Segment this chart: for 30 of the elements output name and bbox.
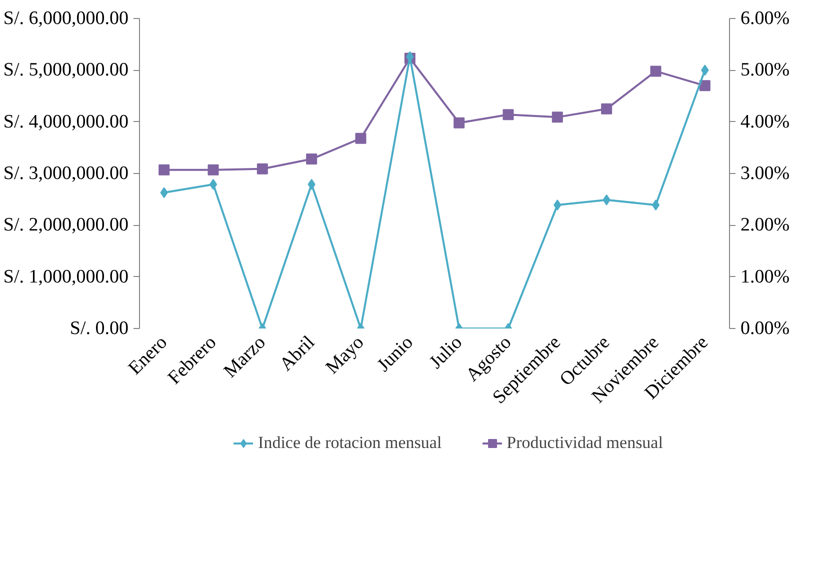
y-tick-label: S/. 5,000,000.00: [3, 60, 129, 81]
legend-label: Productividad mensual: [506, 433, 663, 453]
y2-tick-label: 2.00%: [740, 214, 790, 236]
y2-tick-label: 1.00%: [740, 266, 790, 288]
point: [699, 80, 710, 92]
y-tick-label: S/. 4,000,000.00: [3, 111, 129, 132]
point: [454, 117, 465, 128]
point: [355, 132, 366, 144]
point: [158, 164, 170, 176]
x-tick-label: Julio: [426, 332, 467, 374]
y2-tick-label: 5.00%: [740, 60, 790, 81]
point: [552, 112, 563, 123]
point: [256, 163, 268, 174]
point: [306, 154, 318, 165]
point: [601, 103, 612, 114]
point: [208, 164, 219, 176]
point: [502, 109, 514, 120]
y-tick-label: S/. 1,000,000.00: [3, 266, 129, 288]
y-tick-label: S/. 3,000,000.00: [3, 163, 129, 184]
point: [650, 66, 662, 77]
y-tick-label: S/. 2,000,000.00: [3, 214, 129, 236]
y2-tick-label: 0.00%: [740, 318, 790, 339]
y2-tick-label: 4.00%: [740, 111, 790, 132]
y2-tick-label: 3.00%: [740, 163, 790, 184]
point: [652, 200, 660, 211]
y-tick-label: S/. 0.00: [70, 318, 129, 339]
y-tick-label: S/. 6,000,000.00: [3, 8, 129, 29]
legend-label: Indice de rotacion mensual: [258, 433, 442, 453]
point: [209, 178, 218, 190]
y2-tick-label: 6.00%: [740, 8, 790, 29]
